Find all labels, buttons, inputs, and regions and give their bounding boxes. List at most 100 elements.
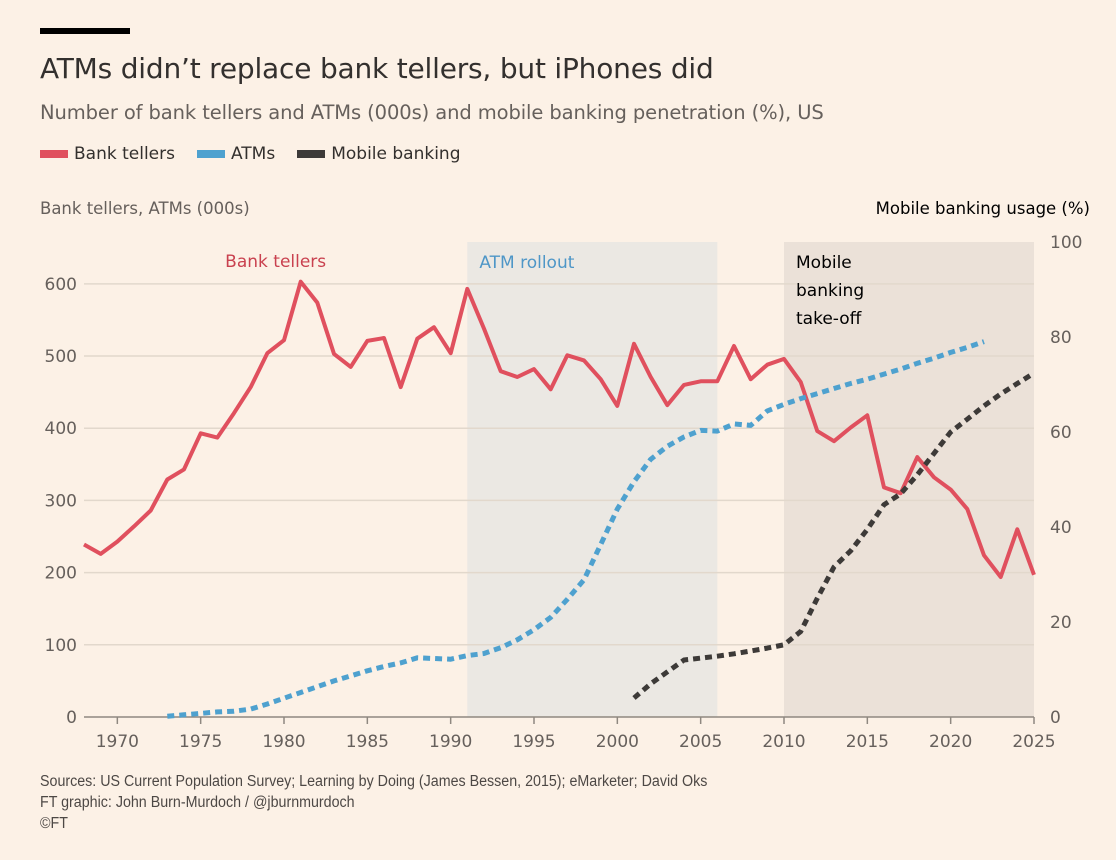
data-point-atms [382,664,386,668]
data-point-bank-tellers [99,552,103,556]
legend-label: Mobile banking [331,144,461,164]
data-point-bank-tellers [615,404,619,408]
sources-note: Sources: US Current Population Survey; L… [40,773,708,790]
y-tick-label-left: 600 [45,275,77,295]
data-point-atms [915,361,919,365]
data-point-bank-tellers [732,344,736,348]
y-tick-label-right: 40 [1050,518,1072,538]
chart-subtitle: Number of bank tellers and ATMs (000s) a… [40,101,824,124]
y-tick-label-left: 400 [45,419,77,439]
legend-item-atms: ATMs [196,144,276,164]
data-point-mobile-banking [999,392,1003,396]
data-point-bank-tellers [349,365,353,369]
shaded-region-atm-rollout [467,242,718,717]
data-point-atms [849,381,853,385]
y-tick-label-right: 80 [1050,328,1072,348]
data-point-bank-tellers [132,524,136,528]
x-tick-label: 2025 [1012,732,1055,752]
data-point-mobile-banking [699,656,703,660]
x-tick-label: 1975 [179,732,222,752]
y-tick-label-left: 100 [45,636,77,656]
data-point-mobile-banking [799,630,803,634]
data-point-bank-tellers [82,542,86,546]
data-point-mobile-banking [849,549,853,553]
data-point-atms [349,674,353,678]
data-point-bank-tellers [1015,527,1019,531]
data-point-atms [415,656,419,660]
data-point-bank-tellers [915,455,919,459]
y-tick-label-right: 0 [1050,708,1061,728]
data-point-bank-tellers [849,426,853,430]
brand-rule [40,28,130,34]
data-point-mobile-banking [899,492,903,496]
data-point-bank-tellers [632,342,636,346]
data-point-atms [932,356,936,360]
data-point-atms [682,435,686,439]
data-point-bank-tellers [315,301,319,305]
data-point-atms [449,657,453,661]
data-point-bank-tellers [265,351,269,355]
data-point-bank-tellers [582,358,586,362]
data-point-atms [182,713,186,717]
data-point-bank-tellers [999,575,1003,579]
data-point-bank-tellers [765,363,769,367]
data-point-atms [432,657,436,661]
data-point-mobile-banking [632,696,636,700]
data-point-mobile-banking [732,652,736,656]
chart-title: ATMs didn’t replace bank tellers, but iP… [40,52,714,85]
data-point-atms [865,377,869,381]
data-point-atms [982,340,986,344]
data-point-bank-tellers [249,385,253,389]
data-point-bank-tellers [465,287,469,291]
x-tick-label: 1970 [96,732,139,752]
data-point-atms [832,387,836,391]
data-point-atms [515,638,519,642]
x-tick-label: 1985 [346,732,389,752]
legend-swatch-atms [196,150,225,158]
data-point-mobile-banking [982,404,986,408]
series-line-bank-tellers [83,279,1036,579]
data-point-atms [215,710,219,714]
data-point-bank-tellers [982,553,986,557]
copyright: ©FT [40,815,68,832]
data-point-bank-tellers [882,485,886,489]
x-tick-label: 1990 [429,732,472,752]
legend-label: Bank tellers [74,144,175,164]
data-point-bank-tellers [232,411,236,415]
data-point-atms [282,696,286,700]
region-label-mobile-takeoff: Mobile [796,253,852,273]
data-point-bank-tellers [832,439,836,443]
data-point-bank-tellers [799,380,803,384]
data-point-atms [332,679,336,683]
data-point-mobile-banking [665,670,669,674]
y-tick-label-left: 300 [45,491,77,511]
data-point-bank-tellers [649,375,653,379]
data-point-bank-tellers [499,369,503,373]
data-point-atms [699,428,703,432]
data-point-atms [499,646,503,650]
series-line-mobile-banking [632,370,1036,700]
legend-label: ATMs [230,144,276,164]
data-point-mobile-banking [1015,382,1019,386]
data-point-bank-tellers [815,429,819,433]
data-point-bank-tellers [865,413,869,417]
data-point-atms [665,444,669,448]
region-label-mobile-takeoff: take-off [796,309,863,329]
data-point-atms [815,392,819,396]
data-point-atms [199,711,203,715]
data-point-mobile-banking [915,473,919,477]
data-point-bank-tellers [932,475,936,479]
data-point-mobile-banking [882,503,886,507]
data-point-bank-tellers [449,351,453,355]
data-point-bank-tellers [282,338,286,342]
data-point-bank-tellers [215,436,219,440]
legend-swatch-mobile-banking [297,150,326,158]
data-point-mobile-banking [749,649,753,653]
data-point-mobile-banking [832,565,836,569]
data-point-bank-tellers [149,509,153,513]
data-point-bank-tellers [965,507,969,511]
x-tick-label: 2010 [762,732,805,752]
x-tick-label: 2005 [679,732,722,752]
data-point-mobile-banking [715,654,719,658]
